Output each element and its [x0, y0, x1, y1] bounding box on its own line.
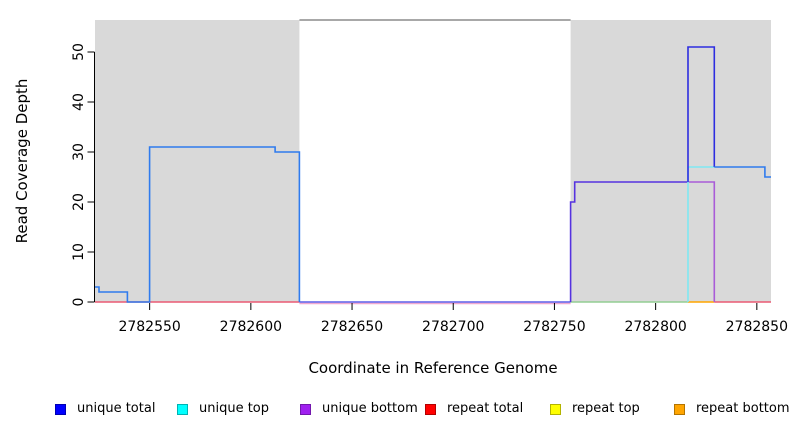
legend-swatch-icon — [55, 403, 66, 415]
legend-swatch-icon — [425, 403, 436, 415]
repeat-region-left — [95, 20, 300, 302]
legend-item-unique-top: unique top — [177, 399, 269, 419]
legend-swatch-icon — [300, 403, 311, 415]
x-tick-label: 2782650 — [321, 319, 383, 335]
series-unique-bottom-purple — [688, 181, 716, 302]
x-tick-label: 2782800 — [624, 319, 686, 335]
legend-swatch-icon — [550, 403, 561, 415]
legend-item-unique-bottom: unique bottom — [300, 399, 418, 419]
legend-item-unique-total: unique total — [55, 399, 155, 419]
x-tick-label: 2782850 — [726, 319, 788, 335]
series-unique-rise-violet — [569, 181, 688, 302]
y-tick-label: 10 — [71, 243, 87, 261]
y-tick-label: 30 — [71, 143, 87, 161]
legend-swatch-icon — [674, 403, 685, 415]
y-tick-label: 0 — [71, 298, 87, 307]
x-axis-title: Coordinate in Reference Genome — [308, 359, 557, 377]
x-tick-label: 2782550 — [118, 319, 180, 335]
series-unique-total-right — [714, 166, 771, 178]
plot-legend: unique total unique top unique bottom repea… — [0, 399, 792, 423]
legend-swatch-icon — [177, 403, 188, 415]
x-tick-label: 2782750 — [523, 319, 585, 335]
legend-label: unique total — [77, 401, 156, 416]
legend-item-repeat-total: repeat total — [425, 399, 523, 419]
legend-label: repeat top — [572, 401, 640, 416]
legend-label: unique top — [199, 401, 270, 416]
legend-item-repeat-bottom: repeat bottom — [674, 399, 790, 419]
series-unique-total-left — [95, 146, 301, 303]
series-unique-total-peak — [687, 46, 716, 182]
legend-label: repeat total — [447, 401, 524, 416]
legend-label: unique bottom — [322, 401, 418, 416]
x-tick-label: 2782700 — [422, 319, 484, 335]
legend-label: repeat bottom — [696, 401, 790, 416]
y-axis-title: Read Coverage Depth — [13, 79, 31, 244]
y-tick-label: 20 — [71, 193, 87, 211]
y-tick-label: 40 — [71, 93, 87, 111]
legend-item-repeat-top: repeat top — [550, 399, 640, 419]
repeat-region-right — [570, 20, 771, 302]
y-tick-label: 50 — [71, 43, 87, 61]
x-tick-label: 2782600 — [220, 319, 282, 335]
